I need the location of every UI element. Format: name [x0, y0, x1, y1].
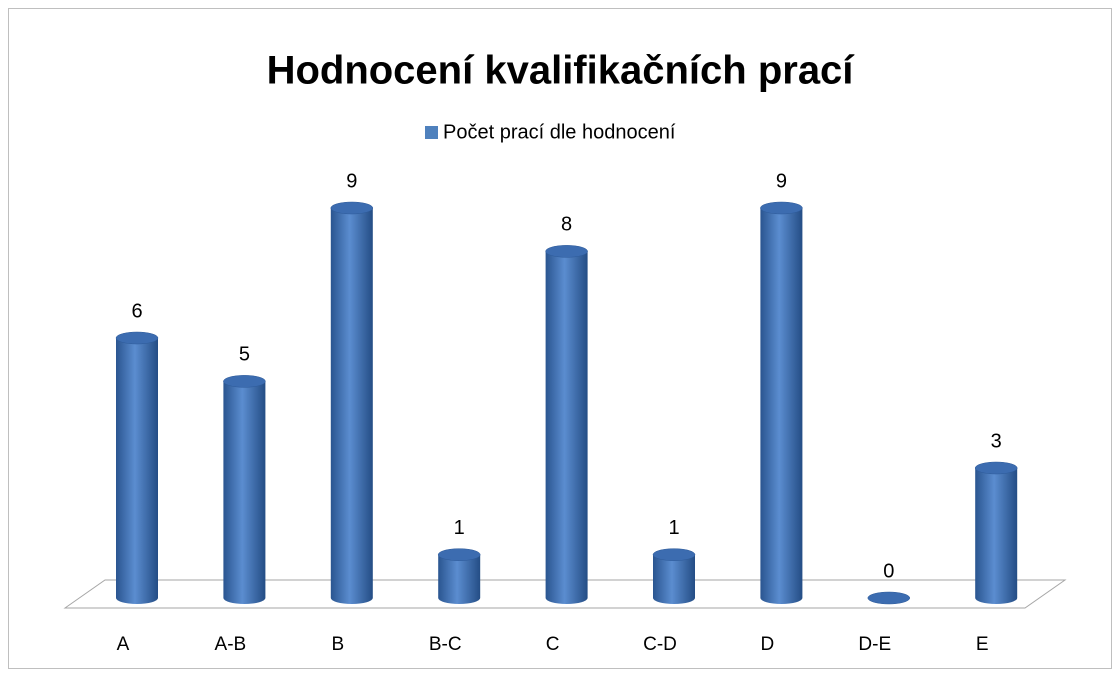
data-label: 3: [991, 430, 1002, 452]
x-tick-label: C-D: [643, 634, 677, 655]
bar-top: [330, 201, 374, 215]
bar: [330, 208, 373, 604]
x-tick-label: E: [976, 634, 989, 655]
legend-label: Počet prací dle hodnocení: [443, 121, 676, 143]
data-label: 6: [131, 300, 142, 322]
x-tick-label: D: [761, 634, 775, 655]
legend-swatch: [425, 126, 438, 139]
data-label: 8: [561, 214, 572, 236]
bar: [760, 208, 803, 604]
bar: [223, 381, 266, 604]
x-tick-label: C: [546, 634, 560, 655]
x-tick-label: B: [331, 634, 344, 655]
bar-top: [545, 245, 588, 258]
floor: [63, 579, 1067, 609]
data-label: 1: [454, 517, 465, 539]
bar: [975, 468, 1018, 604]
chart-title: Hodnocení kvalifikačních prací: [267, 49, 856, 93]
bar-top: [223, 375, 266, 388]
bar: [116, 338, 158, 604]
x-tick-label: B-C: [429, 634, 462, 655]
bar: [545, 251, 588, 605]
bar: [653, 554, 695, 604]
bar-top: [974, 461, 1018, 475]
chart-frame: [8, 8, 1112, 669]
bar-top: [867, 591, 911, 605]
x-tick-label: A-B: [215, 634, 247, 655]
data-label: 0: [883, 560, 894, 582]
x-tick-label: D-E: [858, 634, 891, 655]
data-label: 1: [668, 517, 679, 539]
data-label: 9: [346, 170, 357, 192]
bar: [438, 554, 481, 604]
data-label: 5: [239, 344, 250, 366]
x-tick-label: A: [117, 634, 130, 655]
bar-top: [652, 548, 696, 561]
bar-top: [760, 201, 803, 215]
data-label: 9: [776, 170, 787, 192]
bar-top: [115, 331, 159, 345]
bar-top: [437, 548, 481, 561]
